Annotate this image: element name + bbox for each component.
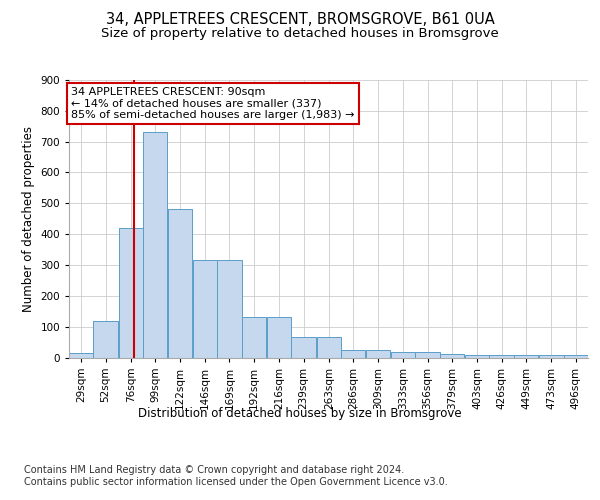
Bar [440, 354, 464, 358]
Bar [391, 352, 415, 358]
Bar [292, 338, 316, 357]
Bar [167, 210, 192, 358]
Bar [341, 350, 365, 358]
Bar [465, 355, 490, 358]
Text: 34, APPLETREES CRESCENT, BROMSGROVE, B61 0UA: 34, APPLETREES CRESCENT, BROMSGROVE, B61… [106, 12, 494, 28]
Text: Distribution of detached houses by size in Bromsgrove: Distribution of detached houses by size … [138, 408, 462, 420]
Bar [365, 350, 390, 358]
Bar [193, 260, 217, 358]
Bar [490, 355, 514, 358]
Bar [267, 318, 292, 358]
Bar [242, 318, 266, 358]
Bar [217, 260, 242, 358]
Bar [539, 355, 563, 358]
Text: Size of property relative to detached houses in Bromsgrove: Size of property relative to detached ho… [101, 28, 499, 40]
Bar [119, 228, 143, 358]
Bar [143, 132, 167, 358]
Text: Contains HM Land Registry data © Crown copyright and database right 2024.
Contai: Contains HM Land Registry data © Crown c… [24, 465, 448, 486]
Bar [415, 352, 440, 358]
Y-axis label: Number of detached properties: Number of detached properties [22, 126, 35, 312]
Bar [514, 355, 538, 358]
Text: 34 APPLETREES CRESCENT: 90sqm
← 14% of detached houses are smaller (337)
85% of : 34 APPLETREES CRESCENT: 90sqm ← 14% of d… [71, 86, 355, 120]
Bar [69, 353, 93, 358]
Bar [563, 355, 588, 358]
Bar [94, 320, 118, 358]
Bar [317, 338, 341, 357]
